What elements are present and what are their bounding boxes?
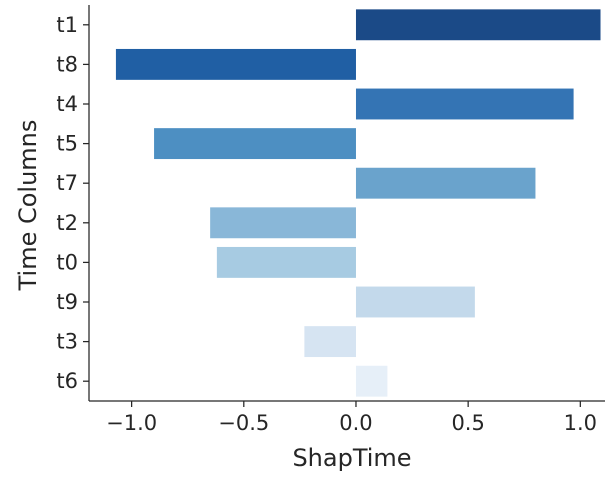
bar-t7 bbox=[355, 167, 536, 199]
bar-t5 bbox=[154, 128, 356, 160]
x-tick-label: 0.0 bbox=[339, 411, 372, 435]
x-tick-label: 1.0 bbox=[564, 411, 597, 435]
y-tick-label: t6 bbox=[56, 369, 78, 393]
y-tick-label: t1 bbox=[56, 13, 78, 37]
y-tick-label: t8 bbox=[56, 52, 78, 76]
y-tick-label: t7 bbox=[56, 171, 78, 195]
bars bbox=[115, 9, 601, 397]
y-tick-label: t3 bbox=[56, 330, 78, 354]
y-tick-label: t0 bbox=[56, 250, 78, 274]
y-tick-label: t4 bbox=[56, 92, 78, 116]
bar-t2 bbox=[210, 207, 356, 239]
bar-t0 bbox=[216, 246, 356, 278]
y-axis-label: Time Columns bbox=[14, 120, 42, 292]
bar-t4 bbox=[355, 88, 574, 120]
y-tick-label: t5 bbox=[56, 132, 78, 156]
x-tick-label: −0.5 bbox=[218, 411, 269, 435]
bar-t3 bbox=[304, 326, 356, 358]
axes bbox=[88, 5, 605, 402]
y-tick-label: t2 bbox=[56, 211, 78, 235]
x-axis-label: ShapTime bbox=[292, 444, 411, 472]
y-ticks: t1 t8 t4 t5 t7 t2 t0 t9 t3 t6 bbox=[56, 13, 89, 393]
y-tick-label: t9 bbox=[56, 290, 78, 314]
bar-t9 bbox=[355, 286, 475, 318]
x-tick-label: −1.0 bbox=[106, 411, 157, 435]
x-ticks: −1.0 −0.5 0.0 0.5 1.0 bbox=[106, 401, 597, 435]
x-tick-label: 0.5 bbox=[451, 411, 484, 435]
bar-t8 bbox=[115, 48, 356, 80]
bar-t6 bbox=[355, 365, 388, 397]
bar-t1 bbox=[355, 9, 601, 41]
